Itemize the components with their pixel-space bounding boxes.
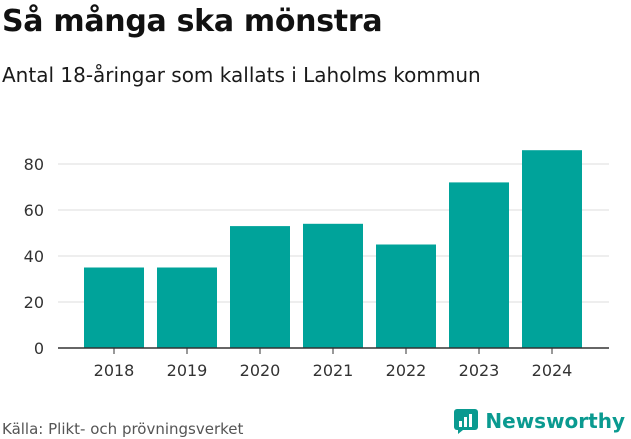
bar bbox=[84, 267, 144, 348]
x-tick-label: 2023 bbox=[459, 361, 500, 380]
brand-logo: Newsworthy bbox=[453, 408, 625, 434]
x-tick-label: 2018 bbox=[94, 361, 135, 380]
bar bbox=[522, 150, 582, 348]
brand-name: Newsworthy bbox=[485, 409, 625, 433]
source-note: Källa: Plikt- och prövningsverket bbox=[2, 420, 244, 438]
y-tick-label: 0 bbox=[34, 339, 44, 358]
newsworthy-icon bbox=[454, 409, 479, 434]
y-tick-label: 40 bbox=[24, 247, 44, 266]
chart-title: Så många ska mönstra bbox=[2, 4, 383, 39]
bar bbox=[230, 226, 290, 348]
y-tick-label: 20 bbox=[24, 293, 44, 312]
x-tick-label: 2022 bbox=[386, 361, 427, 380]
y-tick-label: 60 bbox=[24, 201, 44, 220]
x-tick-label: 2019 bbox=[167, 361, 208, 380]
x-tick-label: 2021 bbox=[313, 361, 354, 380]
bar bbox=[376, 244, 436, 348]
y-tick-label: 80 bbox=[24, 155, 44, 174]
bar bbox=[157, 267, 217, 348]
x-tick-label: 2024 bbox=[532, 361, 573, 380]
x-tick-label: 2020 bbox=[240, 361, 281, 380]
bar bbox=[303, 223, 363, 348]
bar-chart: 0 20 40 60 80 2018 2019 2020 2021 2022 2023 2024 bbox=[24, 150, 609, 380]
chart-subtitle: Antal 18-åringar som kallats i Laholms k… bbox=[2, 63, 481, 87]
bar bbox=[449, 182, 509, 348]
